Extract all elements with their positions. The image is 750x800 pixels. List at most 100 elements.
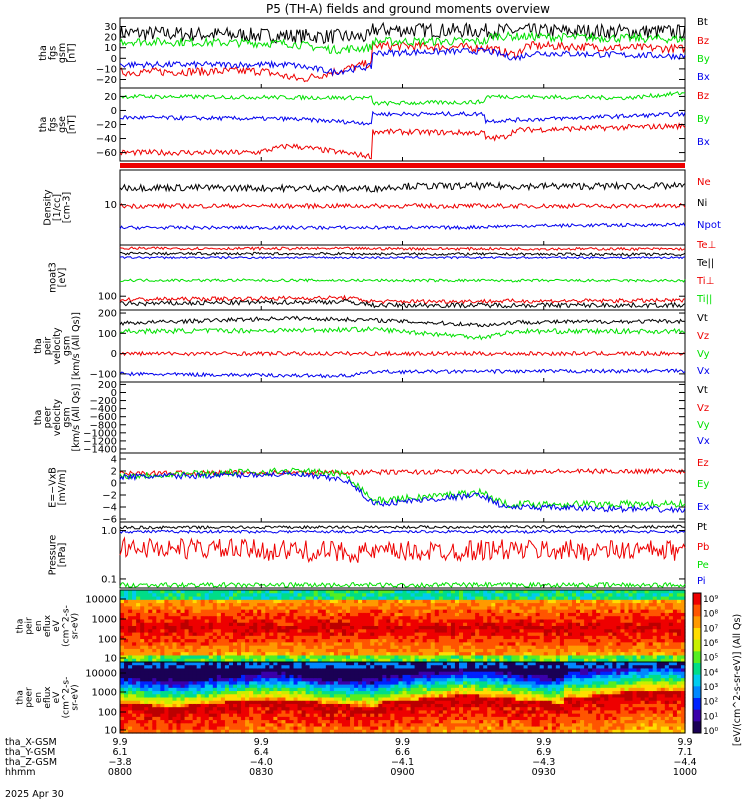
spectrogram-cell (406, 681, 412, 686)
spectrogram-cell (559, 635, 565, 640)
spectrogram-cell (350, 612, 355, 617)
spectrogram-cell (228, 687, 234, 692)
y-axis-label: [cm-3] (62, 192, 73, 223)
spectrogram-cell (422, 645, 428, 650)
spectrogram-cell (253, 723, 258, 728)
spectrogram-cell (309, 612, 315, 617)
spectrogram-cell (580, 648, 585, 653)
spectrogram-cell (418, 642, 424, 647)
spectrogram-cell (563, 603, 569, 607)
spectrogram-cell (672, 609, 678, 614)
spectrogram-cell (341, 681, 347, 686)
spectrogram-cell (668, 648, 674, 653)
spectrogram-cell (386, 697, 391, 702)
spectrogram-cell (200, 681, 206, 686)
tick-label: −1000 (83, 428, 117, 439)
spectrogram-cell (317, 596, 323, 601)
spectrogram-cell (354, 632, 359, 637)
spectrogram-cell (567, 642, 573, 647)
spectrogram-cell (317, 603, 323, 607)
spectrogram-cell (386, 655, 391, 660)
spectrogram-cell (576, 616, 581, 621)
spectrogram-cell (370, 609, 375, 614)
spectrogram-cell (216, 648, 222, 653)
spectrogram-cell (382, 687, 387, 692)
spectrogram-cell (483, 606, 488, 611)
spectrogram-cell (136, 622, 141, 627)
spectrogram-cell (204, 716, 210, 721)
spectrogram-cell (515, 596, 521, 601)
spectrogram-cell (156, 616, 161, 621)
spectrogram-cell (430, 606, 436, 611)
spectrogram-cell (350, 678, 355, 682)
spectrogram-cell (580, 635, 585, 640)
spectrogram-cell (136, 691, 141, 695)
spectrogram-cell (386, 687, 391, 692)
spectrogram-cell (293, 652, 299, 657)
spectrogram-cell (386, 720, 391, 724)
spectrogram-cell (192, 716, 198, 721)
spectrogram-cell (192, 616, 198, 621)
spectrogram-cell (249, 590, 254, 594)
spectrogram-cell (515, 632, 521, 637)
spectrogram-cell (463, 622, 468, 627)
spectrogram-cell (309, 671, 315, 676)
spectrogram-cell (128, 603, 133, 607)
spectrogram-cell (576, 612, 581, 617)
spectrogram-cell (366, 662, 371, 666)
spectrogram-cell (297, 648, 303, 653)
spectrogram-cell (281, 635, 287, 640)
spectrogram-cell (398, 632, 404, 637)
spectrogram-cell (241, 622, 246, 627)
spectrogram-cell (249, 652, 254, 657)
spectrogram-cell (180, 713, 186, 718)
spectrogram-cell (386, 648, 391, 653)
spectrogram-cell (438, 596, 444, 601)
spectrogram-cell (237, 726, 242, 731)
spectrogram-cell (612, 642, 617, 647)
spectrogram-cell (511, 639, 517, 643)
tick-label: −400 (90, 404, 117, 415)
spectrogram-cell (305, 691, 311, 695)
spectrogram-cell (656, 639, 662, 643)
spectrogram-cell (273, 593, 278, 598)
spectrogram-cell (539, 603, 545, 607)
spectrogram-cell (362, 665, 367, 670)
spectrogram-cell (212, 619, 218, 624)
spectrogram-cell (309, 723, 315, 728)
spectrogram-cell (422, 626, 428, 630)
spectrogram-cell (325, 671, 331, 676)
spectrogram-cell (378, 694, 383, 699)
spectrogram-cell (208, 668, 214, 673)
spectrogram-cell (140, 681, 145, 686)
spectrogram-cell (317, 662, 323, 666)
spectrogram-cell (620, 606, 626, 611)
spectrogram-cell (321, 678, 327, 682)
spectrogram-cell (144, 639, 149, 643)
spectrogram-cell (152, 700, 157, 705)
spectrogram-cell (140, 622, 145, 627)
spectrogram-cell (664, 590, 670, 594)
spectrogram-cell (660, 642, 666, 647)
spectrogram-cell (128, 668, 133, 673)
spectrogram-cell (176, 645, 182, 650)
spectrogram-cell (547, 632, 553, 637)
spectrogram-cell (483, 658, 488, 663)
spectrogram-cell (261, 674, 266, 679)
spectrogram-cell (241, 593, 246, 598)
spectrogram-cell (144, 668, 149, 673)
spectrogram-cell (491, 593, 496, 598)
series-ne (119, 202, 686, 210)
spectrogram-cell (237, 622, 242, 627)
spectrogram-cell (273, 648, 278, 653)
spectrogram-cell (265, 687, 270, 692)
spectrogram-cell (136, 645, 141, 650)
spectrogram-cell (636, 599, 642, 604)
spectrogram-cell (216, 665, 222, 670)
spectrogram-cell (434, 655, 440, 660)
spectrogram-cell (337, 616, 343, 621)
spectrogram-cell (454, 655, 460, 660)
spectrogram-cell (132, 632, 137, 637)
spectrogram-cell (341, 632, 347, 637)
spectrogram-cell (463, 609, 468, 614)
